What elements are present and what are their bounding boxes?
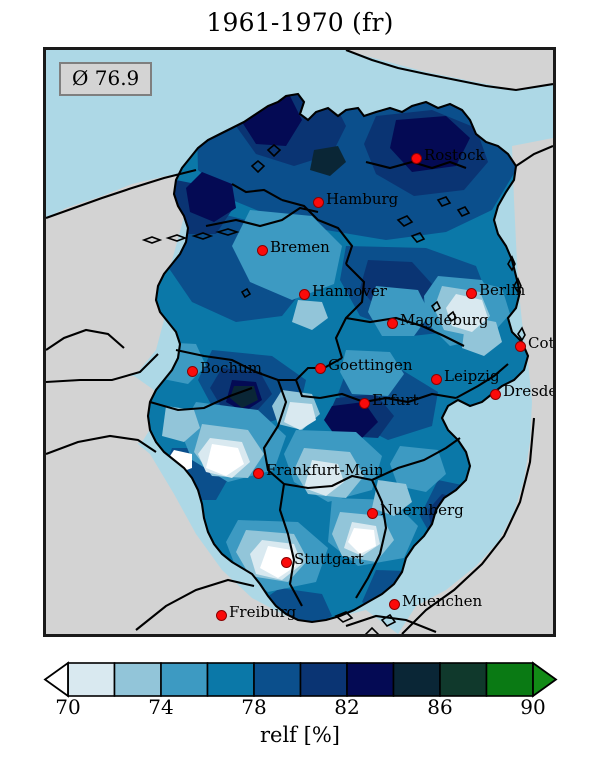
city-dot-icon bbox=[387, 318, 398, 329]
city-dot-icon bbox=[490, 389, 501, 400]
colorbar-under-arrow-icon bbox=[43, 661, 69, 698]
colorbar-segment-3 bbox=[206, 662, 255, 697]
city-label: Rostock bbox=[424, 146, 485, 164]
colorbar-segment-1 bbox=[113, 662, 162, 697]
city-label: Leipzig bbox=[444, 367, 500, 385]
colorbar-segment-7 bbox=[392, 662, 441, 697]
border-lines bbox=[46, 50, 553, 634]
city-dot-icon bbox=[216, 610, 227, 621]
colorbar[interactable]: 70 74 78 82 86 90 relf [%] bbox=[0, 657, 600, 780]
city-label: Berlin bbox=[479, 281, 526, 299]
city-dot-icon bbox=[466, 288, 477, 299]
city-label: Nuernberg bbox=[380, 501, 464, 519]
map-panel: Ø 76.9 Rostock Hamburg Bremen Hannover Berli… bbox=[43, 47, 556, 637]
colorbar-segment-4 bbox=[253, 662, 302, 697]
city-dot-icon bbox=[431, 374, 442, 385]
city-label: Bremen bbox=[270, 238, 330, 256]
page-title: 1961-1970 (fr) bbox=[206, 8, 394, 37]
city-label: Magdeburg bbox=[400, 311, 489, 329]
colorbar-tick-78: 78 bbox=[241, 695, 267, 719]
colorbar-over-arrow-icon bbox=[532, 661, 558, 698]
city-label: Bochum bbox=[200, 359, 262, 377]
city-label: Hannover bbox=[312, 282, 387, 300]
city-dot-icon bbox=[187, 366, 198, 377]
city-dot-icon bbox=[313, 197, 324, 208]
city-label: Goettingen bbox=[328, 356, 413, 374]
domain-mean-annotation: Ø 76.9 bbox=[59, 62, 153, 97]
colorbar-tick-70: 70 bbox=[55, 695, 81, 719]
colorbar-tick-82: 82 bbox=[334, 695, 360, 719]
city-dot-icon bbox=[253, 468, 264, 479]
city-dot-icon bbox=[515, 341, 526, 352]
city-dot-icon bbox=[315, 363, 326, 374]
city-dot-icon bbox=[281, 557, 292, 568]
colorbar-tick-90: 90 bbox=[520, 695, 546, 719]
colorbar-axis-label: relf [%] bbox=[260, 723, 340, 747]
city-label: Muenchen bbox=[402, 592, 483, 610]
city-label: Frankfurt-Main bbox=[266, 461, 384, 479]
city-dot-icon bbox=[411, 153, 422, 164]
island-outlines bbox=[141, 143, 526, 634]
city-label: Dresden bbox=[503, 382, 553, 400]
city-label: Stuttgart bbox=[294, 550, 364, 568]
colorbar-segment-6 bbox=[346, 662, 395, 697]
map-contour-svg bbox=[46, 50, 553, 634]
city-dot-icon bbox=[389, 599, 400, 610]
foreign-land bbox=[46, 50, 553, 634]
colorbar-segments bbox=[67, 662, 534, 697]
city-dot-icon bbox=[359, 398, 370, 409]
colorbar-extend-arrows bbox=[43, 661, 558, 698]
city-dot-icon bbox=[367, 508, 378, 519]
colorbar-segment-8 bbox=[439, 662, 488, 697]
colorbar-tick-74: 74 bbox=[148, 695, 174, 719]
city-dot-icon bbox=[299, 289, 310, 300]
colorbar-tick-86: 86 bbox=[427, 695, 453, 719]
colorbar-segment-2 bbox=[160, 662, 209, 697]
colorbar-segment-9 bbox=[485, 662, 534, 697]
city-label: Erfurt bbox=[372, 391, 419, 409]
colorbar-segment-0 bbox=[67, 662, 116, 697]
city-dot-icon bbox=[257, 245, 268, 256]
city-label: Hamburg bbox=[326, 190, 399, 208]
city-label: Freiburg bbox=[229, 603, 297, 621]
colorbar-svg bbox=[43, 661, 558, 698]
city-label: Cottbus bbox=[528, 334, 555, 352]
colorbar-segment-5 bbox=[299, 662, 348, 697]
